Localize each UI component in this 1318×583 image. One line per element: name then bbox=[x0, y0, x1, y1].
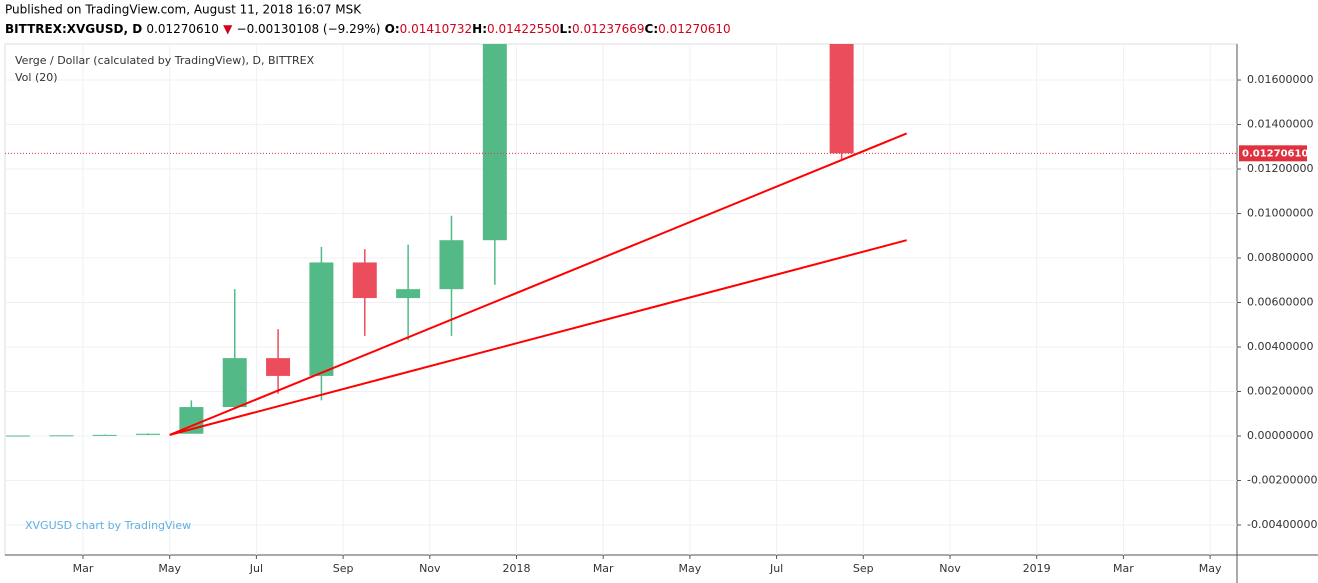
candle-body bbox=[439, 240, 464, 290]
x-tick-label: 2018 bbox=[503, 562, 531, 575]
ohlc-value: 0.01237669 bbox=[572, 22, 645, 36]
x-tick-label: Mar bbox=[1113, 562, 1134, 575]
candle-body bbox=[396, 289, 421, 299]
y-tick-label: 0.00600000 bbox=[1247, 296, 1313, 309]
ohlc-label: L: bbox=[560, 22, 572, 36]
watermark: XVGUSD chart by TradingView bbox=[25, 519, 191, 532]
change: −0.00130108 (−9.29%) bbox=[237, 22, 381, 36]
ohlc-label: H: bbox=[472, 22, 487, 36]
x-tick-label: Mar bbox=[73, 562, 94, 575]
y-tick-label: -0.00400000 bbox=[1247, 518, 1317, 531]
candle-body bbox=[5, 435, 30, 437]
candle-body bbox=[92, 434, 117, 436]
x-tick-label: Mar bbox=[593, 562, 614, 575]
chart-title: Verge / Dollar (calculated by TradingVie… bbox=[15, 54, 315, 67]
x-tick-label: May bbox=[679, 562, 702, 575]
x-tick-label: Jul bbox=[249, 562, 263, 575]
x-tick-label: Sep bbox=[333, 562, 354, 575]
x-tick-label: Nov bbox=[419, 562, 441, 575]
published: Published on TradingView.com, August 11,… bbox=[5, 3, 362, 17]
candle-body bbox=[352, 262, 377, 299]
trendline bbox=[169, 239, 907, 436]
candle-body bbox=[49, 435, 74, 437]
y-tick-label: 0.00400000 bbox=[1247, 340, 1313, 353]
trendline bbox=[169, 132, 908, 436]
last-price-label: 0.01270610 bbox=[1242, 148, 1308, 159]
x-tick-label: May bbox=[158, 562, 181, 575]
candle-body bbox=[266, 358, 291, 376]
x-tick-label: Nov bbox=[939, 562, 961, 575]
plot-area bbox=[4, 43, 1238, 556]
volume-label: Vol (20) bbox=[15, 71, 58, 84]
y-tick-label: 0.01600000 bbox=[1247, 73, 1313, 86]
y-tick-label: -0.00200000 bbox=[1247, 473, 1317, 486]
y-tick-label: 0.01400000 bbox=[1247, 118, 1313, 131]
x-tick-label: Jul bbox=[769, 562, 783, 575]
candle-body bbox=[222, 358, 247, 408]
last-price-box bbox=[1239, 145, 1307, 162]
ohlc-value: 0.01422550 bbox=[487, 22, 560, 36]
y-tick-label: 0.00200000 bbox=[1247, 384, 1313, 397]
symbol-line: BITTREX:XVGUSD, D 0.01270610 ▼ −0.001301… bbox=[5, 22, 731, 36]
price: 0.01270610 bbox=[146, 22, 219, 36]
arrow: ▼ bbox=[223, 22, 233, 36]
x-tick-label: 2019 bbox=[1023, 562, 1051, 575]
ohlc-label: O: bbox=[385, 22, 400, 36]
candle-body bbox=[829, 44, 854, 154]
x-tick-label: Sep bbox=[853, 562, 874, 575]
y-tick-label: 0.00800000 bbox=[1247, 251, 1313, 264]
ohlc-value: 0.01410732 bbox=[400, 22, 473, 36]
y-tick-label: 0.01000000 bbox=[1247, 207, 1313, 220]
symbol: BITTREX:XVGUSD, D bbox=[5, 22, 142, 36]
x-tick-label: May bbox=[1199, 562, 1222, 575]
y-tick-label: 0.01200000 bbox=[1247, 162, 1313, 175]
ohlc-value: 0.01270610 bbox=[658, 22, 731, 36]
ohlc-label: C: bbox=[645, 22, 659, 36]
candle-body bbox=[482, 44, 507, 241]
y-tick-label: 0.00000000 bbox=[1247, 429, 1313, 442]
candle-body bbox=[309, 262, 334, 376]
candle-body bbox=[136, 433, 161, 435]
